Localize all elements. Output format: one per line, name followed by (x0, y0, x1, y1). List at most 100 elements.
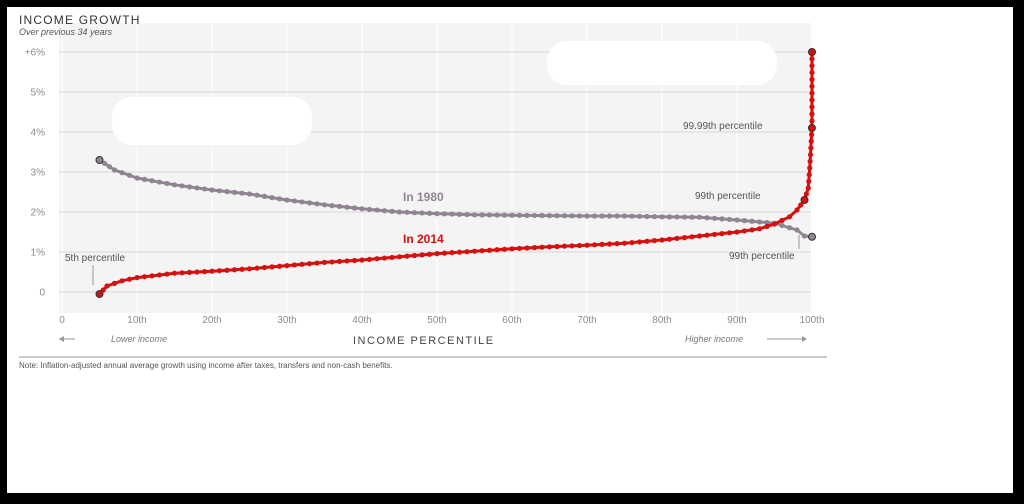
data-point (284, 197, 290, 203)
data-point (141, 274, 148, 280)
data-point (291, 198, 298, 204)
data-point (809, 118, 815, 124)
data-point (501, 246, 508, 252)
data-point (621, 213, 628, 219)
data-point (741, 218, 748, 224)
data-point (546, 213, 553, 219)
data-point (806, 178, 812, 184)
data-point (351, 257, 358, 264)
data-point (689, 214, 695, 220)
data-point (569, 213, 575, 219)
data-point (606, 213, 613, 219)
y-tick-label: 2% (31, 208, 46, 219)
data-point (674, 235, 680, 241)
data-point (809, 90, 815, 96)
data-point (269, 195, 275, 201)
data-point (479, 248, 485, 254)
data-point (201, 269, 208, 275)
data-point (134, 275, 140, 281)
data-point (306, 261, 313, 267)
series-layer (95, 48, 816, 298)
data-point (606, 241, 613, 247)
y-tick-label: 5% (31, 88, 46, 99)
data-point (119, 278, 125, 284)
data-point (239, 190, 245, 196)
data-point (666, 236, 673, 242)
data-point (771, 221, 778, 227)
data-point (764, 223, 770, 229)
data-point (696, 233, 703, 239)
data-point (366, 256, 373, 262)
data-point (201, 186, 208, 192)
data-point (441, 250, 448, 256)
data-point (344, 204, 350, 210)
data-point (629, 239, 635, 246)
data-point (794, 227, 800, 233)
data-point (216, 268, 223, 274)
data-point (449, 250, 455, 256)
data-point (464, 249, 470, 255)
data-point (359, 206, 365, 212)
x-tick-label: 10th (127, 315, 146, 326)
data-point (614, 213, 620, 219)
data-point (509, 212, 515, 218)
data-point (186, 269, 193, 275)
data-point (104, 283, 110, 289)
data-point (681, 235, 688, 241)
data-point (149, 178, 155, 184)
data-point (805, 185, 811, 191)
data-point (111, 280, 118, 286)
data-point (786, 225, 793, 231)
data-point (389, 254, 395, 261)
data-point (374, 256, 380, 262)
data-point (101, 160, 108, 166)
data-point (501, 212, 508, 218)
left-arrow-icon (59, 336, 64, 342)
data-point (741, 228, 748, 234)
data-point (599, 213, 605, 219)
data-point (404, 253, 410, 259)
data-point (719, 216, 725, 222)
data-point (479, 212, 485, 218)
data-point (807, 158, 813, 164)
data-point (336, 203, 343, 209)
data-point (494, 212, 500, 218)
x-tick-label: 90th (727, 315, 746, 326)
data-point (224, 267, 230, 273)
chart-subtitle: Over previous 34 years (19, 27, 113, 37)
percentile-marker (800, 196, 809, 204)
data-point (644, 238, 650, 244)
data-point (569, 243, 575, 249)
data-point (494, 247, 500, 253)
data-point (351, 205, 358, 211)
data-point (531, 212, 538, 219)
data-point (156, 272, 163, 278)
data-point (659, 237, 665, 243)
data-point (126, 172, 133, 178)
higher-income-label: Higher income (685, 334, 743, 344)
data-point (194, 269, 200, 275)
data-point (119, 170, 125, 176)
data-point (336, 258, 343, 265)
x-tick-label: 20th (202, 315, 221, 326)
data-point (231, 189, 238, 195)
data-point (749, 227, 755, 233)
data-point (801, 233, 808, 239)
data-point (621, 240, 628, 246)
data-point (807, 152, 814, 158)
data-point (134, 175, 140, 181)
y-axis-ticks: 0 1% 2% 3% 4% 5% +6% (25, 48, 46, 299)
data-point (171, 270, 178, 276)
data-point (524, 212, 530, 218)
data-point (803, 191, 809, 197)
data-point (411, 252, 418, 259)
data-point (636, 239, 643, 245)
data-point (111, 167, 118, 173)
data-point (681, 214, 688, 220)
data-point (374, 207, 380, 213)
data-point (794, 207, 800, 213)
data-point (531, 245, 538, 251)
income-growth-chart: INCOME GROWTH Over previous 34 years 0 1%… (19, 13, 827, 370)
data-point (254, 265, 260, 271)
data-point (246, 191, 253, 197)
